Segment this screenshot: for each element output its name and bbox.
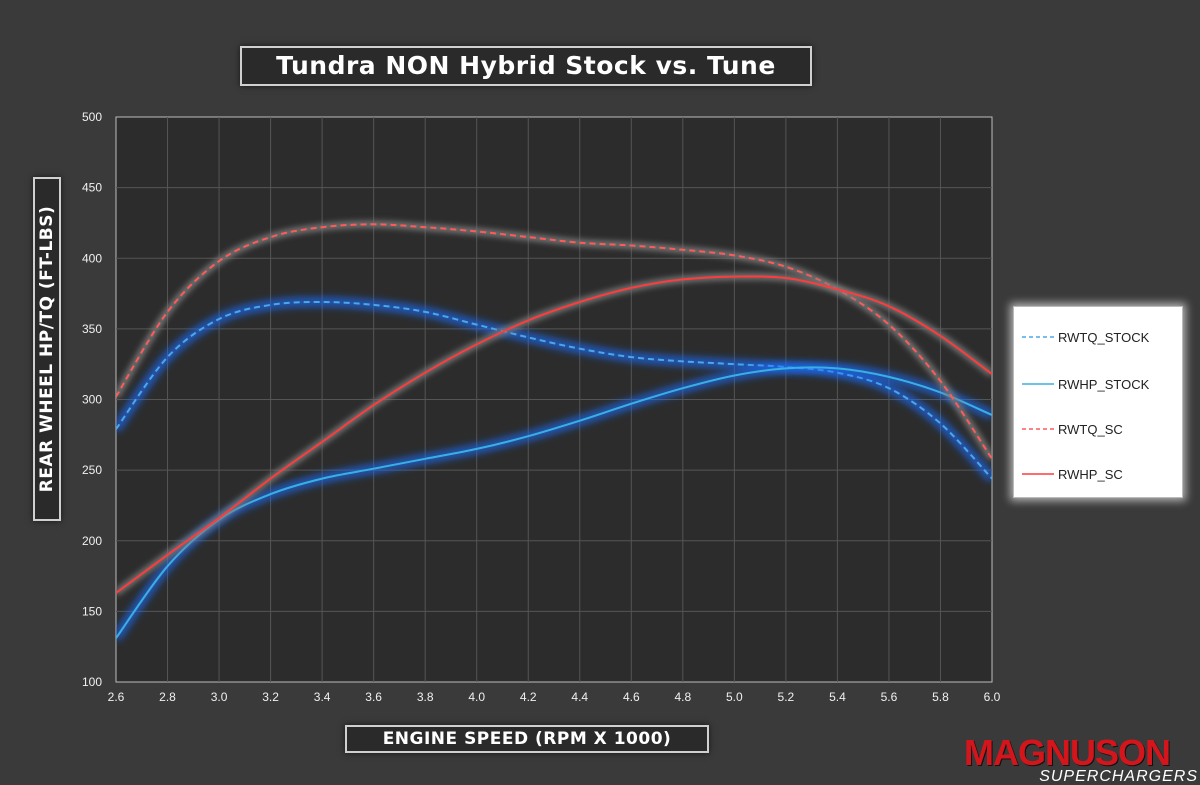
x-tick-label: 3.2 — [262, 690, 279, 704]
x-tick-label: 4.0 — [468, 690, 485, 704]
x-tick-label: 3.0 — [211, 690, 228, 704]
x-tick-label: 5.4 — [829, 690, 846, 704]
x-tick-label: 3.4 — [314, 690, 331, 704]
x-tick-label: 2.8 — [159, 690, 176, 704]
x-axis-label: ENGINE SPEED (RPM X 1000) — [345, 725, 709, 753]
legend-swatch-rwhp-sc — [1022, 473, 1054, 475]
x-tick-label: 5.2 — [778, 690, 795, 704]
x-tick-label: 4.8 — [674, 690, 691, 704]
y-tick-label: 150 — [82, 604, 102, 618]
legend-swatch-rwhp-stock — [1022, 383, 1054, 385]
series-line-rwtq-sc — [116, 223, 992, 460]
legend-label-rwhp-stock: RWHP_STOCK — [1058, 376, 1150, 392]
x-tick-label: 5.0 — [726, 690, 743, 704]
y-tick-label: 300 — [82, 393, 102, 407]
y-tick-label: 100 — [82, 675, 102, 689]
y-tick-label: 350 — [82, 322, 102, 336]
grid-lines — [116, 117, 992, 682]
series-glow-rwtq-stock — [116, 297, 992, 482]
y-tick-label: 400 — [82, 251, 102, 265]
logo-subtitle: SUPERCHARGERS — [1039, 768, 1198, 785]
legend-item-rwhp-stock: RWHP_STOCK — [1022, 374, 1149, 394]
x-tick-label: 4.2 — [520, 690, 537, 704]
magnuson-logo: MAGNUSON SUPERCHARGERS — [936, 732, 1198, 785]
legend: RWTQ_STOCK RWHP_STOCK RWTQ_SC RWHP_SC — [1013, 306, 1183, 498]
y-tick-label: 200 — [82, 534, 102, 548]
y-tick-label: 250 — [82, 463, 102, 477]
x-tick-labels: 2.6 2.8 3.0 3.2 3.4 3.6 3.8 4.0 4.2 4.4 4.6 4.8 5.0 5… — [108, 690, 1001, 704]
series-line-rwhp-sc — [116, 275, 992, 594]
logo-wordmark: MAGNUSON — [964, 732, 1171, 773]
series-line-rwhp-stock — [116, 366, 992, 639]
legend-label-rwtq-stock: RWTQ_STOCK — [1058, 329, 1150, 345]
y-tick-label: 500 — [82, 110, 102, 124]
legend-label-rwhp-sc: RWHP_SC — [1058, 466, 1123, 482]
legend-item-rwtq-sc: RWTQ_SC — [1022, 419, 1123, 439]
series-layer — [116, 220, 992, 641]
x-tick-label: 6.0 — [984, 690, 1001, 704]
x-tick-label: 5.6 — [881, 690, 898, 704]
y-axis-label: REAR WHEEL HP/TQ (FT-LBS) — [33, 177, 61, 521]
legend-item-rwhp-sc: RWHP_SC — [1022, 464, 1123, 484]
legend-swatch-rwtq-stock — [1022, 336, 1054, 338]
x-tick-label: 4.4 — [571, 690, 588, 704]
legend-label-rwtq-sc: RWTQ_SC — [1058, 421, 1123, 437]
x-tick-label: 3.6 — [365, 690, 382, 704]
legend-item-rwtq-stock: RWTQ_STOCK — [1022, 327, 1149, 347]
y-tick-labels: 100 150 200 250 300 350 400 450 500 — [82, 110, 102, 689]
x-tick-label: 3.8 — [417, 690, 434, 704]
x-tick-label: 5.8 — [932, 690, 949, 704]
y-tick-label: 450 — [82, 181, 102, 195]
x-tick-label: 2.6 — [108, 690, 125, 704]
legend-swatch-rwtq-sc — [1022, 428, 1054, 430]
chart-title: Tundra NON Hybrid Stock vs. Tune — [240, 46, 812, 86]
x-tick-label: 4.6 — [623, 690, 640, 704]
